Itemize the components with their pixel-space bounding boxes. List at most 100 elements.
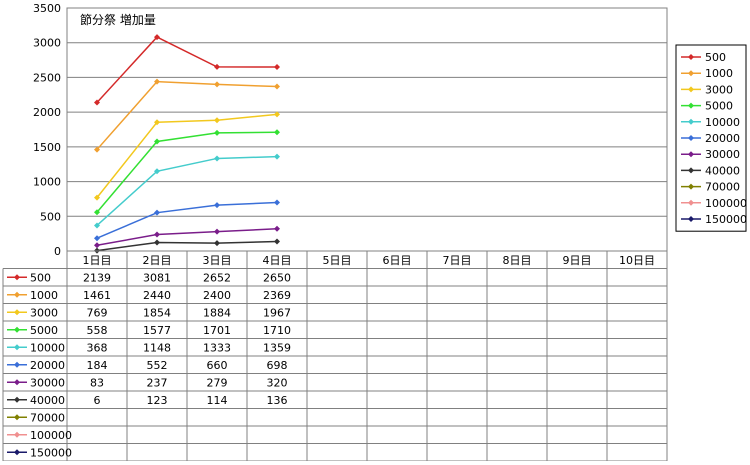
table-series-label: 100000 — [30, 429, 72, 442]
category-label: 6日目 — [383, 254, 412, 267]
legend: 500 1000 3000 5000 10000 20000 30000 40000 70000… — [675, 44, 747, 232]
data-point — [274, 153, 280, 160]
legend-label: 30000 — [705, 148, 740, 161]
data-point — [214, 117, 220, 124]
category-label: 4日目 — [263, 254, 292, 267]
table-cell-value: 368 — [87, 341, 108, 354]
legend-marker — [688, 167, 694, 174]
table-legend-marker — [14, 274, 20, 281]
series-5000 — [94, 129, 280, 216]
series-10000 — [94, 153, 280, 229]
y-tick-label: 1500 — [33, 141, 61, 154]
legend-entry: 70000 — [681, 181, 740, 194]
series-line — [96, 240, 278, 252]
table-legend-marker — [14, 379, 20, 386]
y-axis-tick-labels: 0 500 1000 1500 2000 2500 3000 3500 — [33, 2, 61, 258]
table-cell-value: 3081 — [143, 271, 171, 284]
legend-entry: 100000 — [681, 197, 747, 210]
table-cell-value: 279 — [207, 376, 228, 389]
table-series-label: 20000 — [30, 359, 65, 372]
data-point — [154, 138, 160, 145]
series-line — [96, 228, 278, 246]
table-series-label: 30000 — [30, 376, 65, 389]
table-cell-value: 6 — [94, 394, 101, 407]
legend-label: 150000 — [705, 213, 747, 226]
table-legend-marker — [14, 291, 20, 298]
category-label: 8日目 — [503, 254, 532, 267]
data-point — [274, 129, 280, 136]
y-tick-label: 2000 — [33, 106, 61, 119]
legend-entry: 10000 — [681, 116, 740, 129]
y-tick-label: 3000 — [33, 37, 61, 50]
legend-entry: 1000 — [681, 67, 733, 80]
data-table: 1日目 2日目 3日目 4日目 5日目 6日目 7日目 8日目 9日目 10日目 500 2139 30… — [2, 8, 668, 462]
y-tick-label: 1000 — [33, 176, 61, 189]
table-cell-value: 552 — [147, 359, 168, 372]
table-cell-value: 769 — [87, 306, 108, 319]
legend-entry: 20000 — [681, 132, 740, 145]
table-legend-marker — [14, 309, 20, 316]
table-cell-value: 184 — [87, 359, 108, 372]
data-point — [94, 146, 100, 153]
table-legend-marker — [14, 431, 20, 438]
series-3000 — [94, 111, 280, 201]
table-cell-value: 1333 — [203, 341, 231, 354]
table-series-label: 40000 — [30, 394, 65, 407]
category-label: 9日目 — [563, 254, 592, 267]
table-cell-value: 1701 — [203, 324, 231, 337]
table-row: 40000 6 123 114 136 — [7, 394, 288, 407]
legend-marker — [688, 216, 694, 222]
data-point — [214, 63, 220, 70]
series-30000 — [94, 225, 280, 249]
table-cell-value: 114 — [207, 394, 228, 407]
table-cell-value: 1359 — [263, 341, 291, 354]
table-cell-value: 2369 — [263, 289, 291, 302]
data-point — [154, 119, 160, 126]
table-row: 100000 — [7, 429, 72, 442]
legend-entry: 150000 — [681, 213, 747, 226]
y-tick-label: 2500 — [33, 71, 61, 84]
table-cell-value: 1148 — [143, 341, 171, 354]
table-row: 70000 — [7, 411, 65, 424]
data-point — [214, 202, 220, 209]
legend-marker — [688, 199, 694, 206]
table-cell-value: 2139 — [83, 271, 111, 284]
table-row: 500 2139 3081 2652 2650 — [7, 271, 291, 284]
table-row: 3000 769 1854 1884 1967 — [7, 306, 291, 319]
legend-label: 1000 — [705, 67, 733, 80]
table-cell-value: 320 — [267, 376, 288, 389]
series-lines — [94, 34, 280, 254]
chart-title: 節分祭 増加量 — [80, 12, 156, 27]
table-row: 30000 83 237 279 320 — [7, 376, 288, 389]
table-cell-value: 2400 — [203, 289, 231, 302]
legend-label: 40000 — [705, 164, 740, 177]
data-point — [274, 199, 280, 206]
table-cell-value: 1967 — [263, 306, 291, 319]
data-point — [274, 225, 280, 232]
legend-marker — [688, 135, 694, 141]
table-cell-value: 83 — [90, 376, 104, 389]
category-label: 5日目 — [323, 254, 352, 267]
series-line — [96, 36, 278, 103]
category-label: 7日目 — [443, 254, 472, 267]
y-tick-label: 3500 — [33, 2, 61, 15]
table-series-label: 150000 — [30, 446, 72, 459]
legend-label: 5000 — [705, 100, 733, 113]
series-line — [96, 80, 278, 151]
data-point — [214, 81, 220, 88]
legend-label: 10000 — [705, 116, 740, 129]
data-point — [214, 129, 220, 136]
category-label: 3日目 — [203, 254, 232, 267]
data-point — [94, 209, 100, 216]
table-cell-value: 1884 — [203, 306, 231, 319]
legend-entry: 5000 — [681, 100, 733, 113]
data-point — [154, 78, 160, 85]
data-point — [94, 194, 100, 201]
table-legend-marker — [14, 414, 20, 421]
data-point — [94, 235, 100, 242]
legend-label: 20000 — [705, 132, 740, 145]
data-point — [154, 34, 160, 41]
data-point — [94, 222, 100, 229]
